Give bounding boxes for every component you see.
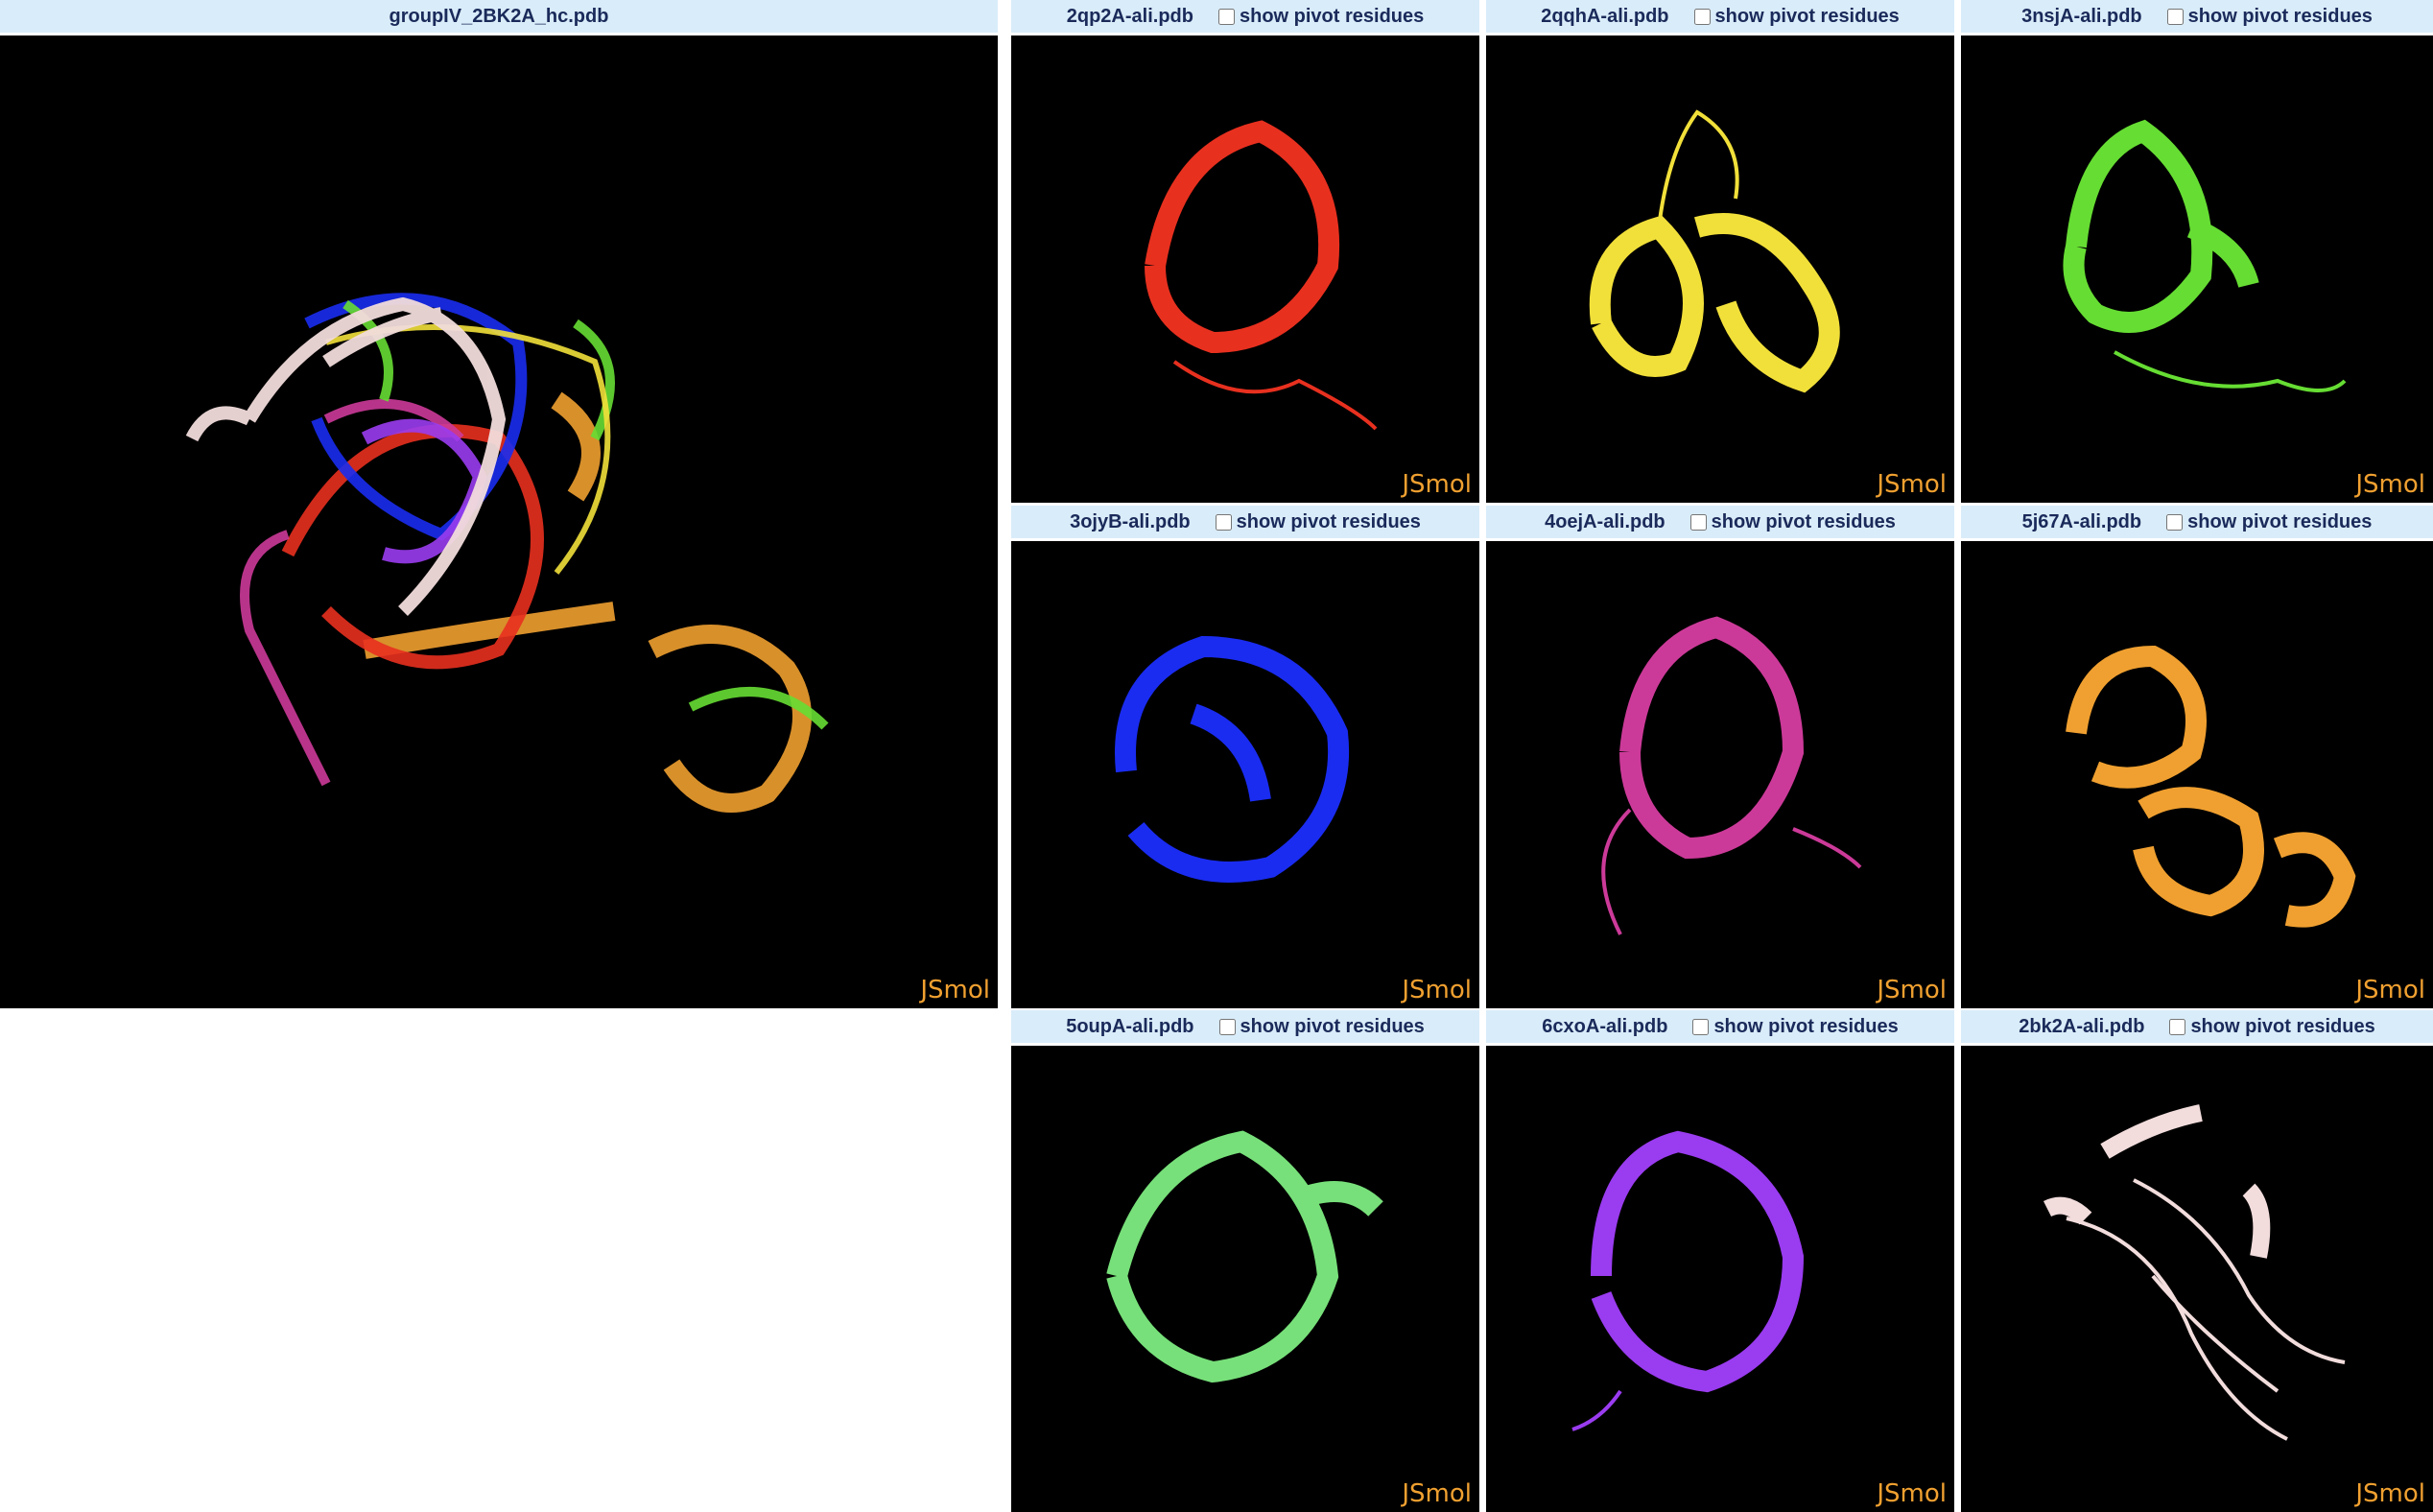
molecule-render bbox=[1115, 635, 1350, 883]
molecule-viewer[interactable]: JSmol bbox=[1486, 1046, 1954, 1512]
structure-panel: 2qp2A-ali.pdb show pivot residues JSmol bbox=[1011, 0, 1479, 503]
main-viewer-title: groupIV_2BK2A_hc.pdb bbox=[389, 5, 609, 27]
panel-file-name: 6cxoA-ali.pdb bbox=[1542, 1015, 1668, 1037]
molecule-render bbox=[1571, 1130, 1805, 1431]
molecule-render bbox=[1601, 616, 1862, 935]
superposition-white bbox=[185, 296, 507, 616]
show-pivot-residues-checkbox[interactable] bbox=[1215, 513, 1232, 531]
show-pivot-residues-toggle[interactable]: show pivot residues bbox=[2166, 511, 2372, 533]
molecule-render bbox=[1589, 109, 1840, 393]
structure-panel: 5oupA-ali.pdb show pivot residues JSmol bbox=[1011, 1010, 1479, 1512]
jsmol-watermark: JSmol bbox=[2355, 470, 2425, 499]
structure-panel: 3nsjA-ali.pdb show pivot residues JSmol bbox=[1961, 0, 2433, 503]
molecule-render bbox=[2066, 645, 2356, 928]
panel-header: 2qqhA-ali.pdb show pivot residues bbox=[1486, 0, 1954, 33]
show-pivot-residues-toggle[interactable]: show pivot residues bbox=[1689, 510, 1896, 533]
panel-header: 6cxoA-ali.pdb show pivot residues bbox=[1486, 1010, 1954, 1043]
jsmol-watermark: JSmol bbox=[1402, 470, 1472, 499]
jsmol-watermark: JSmol bbox=[1402, 1479, 1472, 1508]
molecule-render bbox=[1145, 120, 1378, 431]
show-pivot-residues-checkbox[interactable] bbox=[2166, 513, 2184, 531]
superposition-blue bbox=[304, 293, 528, 541]
main-molecule-viewer[interactable]: JSmol bbox=[0, 35, 998, 1008]
show-pivot-residues-label: show pivot residues bbox=[1236, 510, 1421, 532]
show-pivot-residues-toggle[interactable]: show pivot residues bbox=[2169, 1015, 2375, 1038]
show-pivot-residues-label: show pivot residues bbox=[1239, 5, 1425, 27]
molecule-render bbox=[1106, 1130, 1383, 1383]
panel-file-name: 2qp2A-ali.pdb bbox=[1066, 5, 1193, 27]
show-pivot-residues-label: show pivot residues bbox=[1240, 1015, 1425, 1037]
show-pivot-residues-checkbox[interactable] bbox=[2169, 1018, 2186, 1035]
show-pivot-residues-checkbox[interactable] bbox=[1689, 513, 1707, 531]
panel-header: 2qp2A-ali.pdb show pivot residues bbox=[1011, 0, 1479, 33]
show-pivot-residues-label: show pivot residues bbox=[1714, 5, 1900, 27]
panel-header: 5oupA-ali.pdb show pivot residues bbox=[1011, 1010, 1479, 1043]
panel-file-name: 2qqhA-ali.pdb bbox=[1541, 5, 1669, 27]
show-pivot-residues-checkbox[interactable] bbox=[1218, 1018, 1236, 1035]
jsmol-watermark: JSmol bbox=[2355, 1479, 2425, 1508]
molecule-viewer[interactable]: JSmol bbox=[1011, 1046, 1479, 1512]
show-pivot-residues-toggle[interactable]: show pivot residues bbox=[1215, 510, 1421, 533]
main-viewer-header: groupIV_2BK2A_hc.pdb bbox=[0, 0, 998, 33]
panel-header: 3nsjA-ali.pdb show pivot residues bbox=[1961, 0, 2433, 33]
panel-header: 5j67A-ali.pdb show pivot residues bbox=[1961, 506, 2433, 538]
superposition-magenta bbox=[240, 399, 464, 787]
molecule-viewer[interactable]: JSmol bbox=[1486, 35, 1954, 503]
structure-panel: 6cxoA-ali.pdb show pivot residues JSmol bbox=[1486, 1010, 1954, 1512]
panel-file-name: 4oejA-ali.pdb bbox=[1545, 510, 1665, 532]
jsmol-watermark: JSmol bbox=[1877, 470, 1947, 499]
show-pivot-residues-toggle[interactable]: show pivot residues bbox=[2166, 5, 2373, 28]
superposition-orange bbox=[363, 391, 812, 813]
panel-header: 4oejA-ali.pdb show pivot residues bbox=[1486, 506, 1954, 538]
show-pivot-residues-checkbox[interactable] bbox=[2166, 8, 2184, 25]
show-pivot-residues-checkbox[interactable] bbox=[1693, 8, 1711, 25]
jsmol-watermark: JSmol bbox=[1877, 976, 1947, 1004]
jsmol-watermark: JSmol bbox=[1877, 1479, 1947, 1508]
show-pivot-residues-checkbox[interactable] bbox=[1217, 8, 1235, 25]
jsmol-watermark: JSmol bbox=[920, 976, 990, 1004]
structure-panel: 2qqhA-ali.pdb show pivot residues JSmol bbox=[1486, 0, 1954, 503]
panel-file-name: 5j67A-ali.pdb bbox=[2021, 510, 2142, 532]
show-pivot-residues-toggle[interactable]: show pivot residues bbox=[1693, 5, 1900, 28]
show-pivot-residues-label: show pivot residues bbox=[2190, 1015, 2375, 1037]
show-pivot-residues-toggle[interactable]: show pivot residues bbox=[1692, 1015, 1899, 1038]
molecule-render bbox=[2063, 119, 2347, 392]
superposition-render bbox=[185, 293, 829, 813]
structure-panel: 4oejA-ali.pdb show pivot residues JSmol bbox=[1486, 506, 1954, 1008]
panel-header: 2bk2A-ali.pdb show pivot residues bbox=[1961, 1010, 2433, 1043]
structure-panel: 2bk2A-ali.pdb show pivot residues JSm bbox=[1961, 1010, 2433, 1512]
show-pivot-residues-toggle[interactable]: show pivot residues bbox=[1218, 1015, 1425, 1038]
structure-panel: 3ojyB-ali.pdb show pivot residues JSmol bbox=[1011, 506, 1479, 1008]
show-pivot-residues-label: show pivot residues bbox=[1713, 1015, 1899, 1037]
jsmol-watermark: JSmol bbox=[2355, 976, 2425, 1004]
main-viewer-panel: groupIV_2BK2A_hc.pdb bbox=[0, 0, 998, 1008]
show-pivot-residues-toggle[interactable]: show pivot residues bbox=[1217, 5, 1425, 28]
molecule-viewer[interactable]: JSmol bbox=[1961, 1046, 2433, 1512]
panel-file-name: 3ojyB-ali.pdb bbox=[1070, 510, 1191, 532]
molecule-viewer[interactable]: JSmol bbox=[1961, 541, 2433, 1008]
show-pivot-residues-checkbox[interactable] bbox=[1692, 1018, 1710, 1035]
panel-header: 3ojyB-ali.pdb show pivot residues bbox=[1011, 506, 1479, 538]
show-pivot-residues-label: show pivot residues bbox=[1711, 510, 1896, 532]
molecule-viewer[interactable]: JSmol bbox=[1011, 541, 1479, 1008]
panel-file-name: 5oupA-ali.pdb bbox=[1066, 1015, 1194, 1037]
show-pivot-residues-label: show pivot residues bbox=[2187, 510, 2373, 532]
molecule-render bbox=[2043, 1104, 2346, 1441]
superposition-red bbox=[281, 424, 544, 670]
jsmol-watermark: JSmol bbox=[1402, 976, 1472, 1004]
panel-file-name: 3nsjA-ali.pdb bbox=[2021, 5, 2142, 27]
molecule-viewer[interactable]: JSmol bbox=[1011, 35, 1479, 503]
show-pivot-residues-label: show pivot residues bbox=[2187, 5, 2373, 27]
molecule-viewer[interactable]: JSmol bbox=[1961, 35, 2433, 503]
molecule-viewer[interactable]: JSmol bbox=[1486, 541, 1954, 1008]
panel-file-name: 2bk2A-ali.pdb bbox=[2019, 1015, 2145, 1037]
structure-panel: 5j67A-ali.pdb show pivot residues JSmol bbox=[1961, 506, 2433, 1008]
